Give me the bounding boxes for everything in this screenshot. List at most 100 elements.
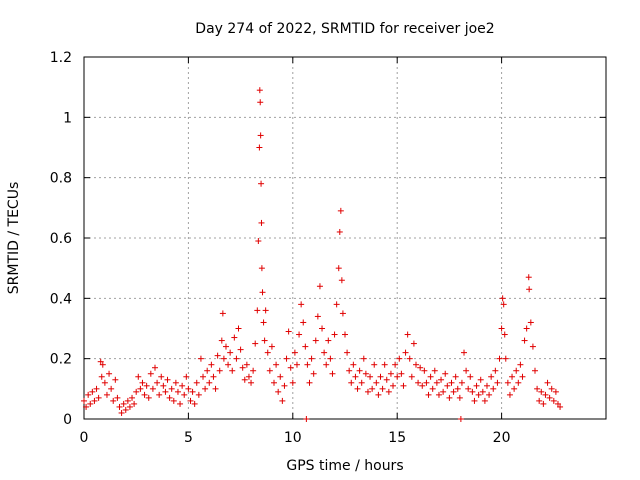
- data-point: [241, 376, 248, 383]
- data-point: [523, 325, 530, 332]
- data-point: [210, 373, 217, 380]
- data-point: [137, 385, 144, 392]
- data-point: [435, 391, 442, 398]
- data-point: [492, 367, 499, 374]
- data-point: [331, 331, 338, 338]
- data-point: [486, 391, 493, 398]
- data-point: [116, 403, 123, 410]
- data-point: [308, 355, 315, 362]
- data-point: [279, 397, 286, 404]
- data-point: [525, 274, 532, 281]
- data-point: [552, 388, 559, 395]
- data-point: [255, 238, 262, 245]
- data-point: [262, 307, 269, 314]
- data-point: [513, 367, 520, 374]
- data-point: [222, 343, 229, 350]
- data-point: [344, 349, 351, 356]
- data-point: [346, 367, 353, 374]
- data-point: [131, 400, 138, 407]
- x-tick-label: 10: [284, 430, 302, 446]
- data-point: [515, 379, 522, 386]
- data-point: [406, 355, 413, 362]
- data-point: [91, 397, 98, 404]
- data-point: [360, 355, 367, 362]
- data-point: [421, 367, 428, 374]
- data-point: [342, 331, 348, 338]
- data-point: [158, 373, 165, 380]
- data-point: [101, 379, 108, 386]
- data-point: [160, 382, 167, 389]
- data-point: [463, 367, 470, 374]
- chart-title: Day 274 of 2022, SRMTID for receiver joe…: [195, 21, 494, 37]
- data-point: [220, 355, 227, 362]
- data-point: [323, 361, 330, 368]
- data-point: [532, 367, 539, 374]
- data-point: [444, 382, 451, 389]
- data-point: [396, 355, 403, 362]
- data-point: [81, 397, 87, 404]
- data-point: [271, 379, 278, 386]
- data-point: [162, 388, 169, 395]
- data-point: [452, 373, 459, 380]
- grid-lines: [84, 57, 606, 419]
- data-point: [122, 406, 129, 413]
- data-point: [423, 379, 430, 386]
- data-point: [479, 388, 486, 395]
- data-point: [174, 388, 181, 395]
- data-point: [442, 370, 449, 377]
- data-point: [319, 325, 326, 332]
- data-point: [273, 361, 280, 368]
- data-point: [99, 361, 106, 368]
- data-point: [538, 388, 545, 395]
- x-tick-label: 20: [493, 430, 511, 446]
- data-point: [450, 388, 457, 395]
- y-tick-label: 0.8: [50, 171, 72, 187]
- data-point: [233, 355, 240, 362]
- data-point: [97, 358, 104, 365]
- x-tick-label: 0: [80, 430, 89, 446]
- data-point: [129, 394, 136, 401]
- data-point: [254, 307, 261, 314]
- data-point: [206, 379, 213, 386]
- data-point: [371, 361, 378, 368]
- data-point: [219, 310, 226, 317]
- data-point: [529, 343, 536, 350]
- data-point: [258, 265, 265, 272]
- data-point: [465, 385, 472, 392]
- data-point: [339, 310, 346, 317]
- data-point: [93, 385, 100, 392]
- data-point: [502, 355, 509, 362]
- data-point: [364, 388, 371, 395]
- data-point: [475, 391, 482, 398]
- data-point: [291, 349, 298, 356]
- data-point: [237, 346, 244, 353]
- data-point: [501, 331, 508, 338]
- data-point: [356, 367, 363, 374]
- data-point: [542, 391, 549, 398]
- data-point: [191, 400, 198, 407]
- data-point: [229, 367, 236, 374]
- data-point: [433, 379, 440, 386]
- data-point: [208, 361, 215, 368]
- data-point: [546, 394, 553, 401]
- data-point: [257, 99, 264, 106]
- data-point: [458, 379, 465, 386]
- data-point: [108, 385, 115, 392]
- data-point: [526, 286, 533, 293]
- data-point: [369, 385, 376, 392]
- data-point: [469, 388, 476, 395]
- data-point: [461, 349, 468, 356]
- data-point: [258, 180, 265, 187]
- axis-ticks: [83, 56, 606, 420]
- data-point: [358, 379, 365, 386]
- data-point: [390, 382, 397, 389]
- data-point: [281, 382, 288, 389]
- data-point: [402, 349, 409, 356]
- data-point: [181, 391, 188, 398]
- data-point: [379, 385, 386, 392]
- data-point: [156, 391, 163, 398]
- data-point: [114, 394, 121, 401]
- data-point: [348, 379, 355, 386]
- data-point: [429, 385, 436, 392]
